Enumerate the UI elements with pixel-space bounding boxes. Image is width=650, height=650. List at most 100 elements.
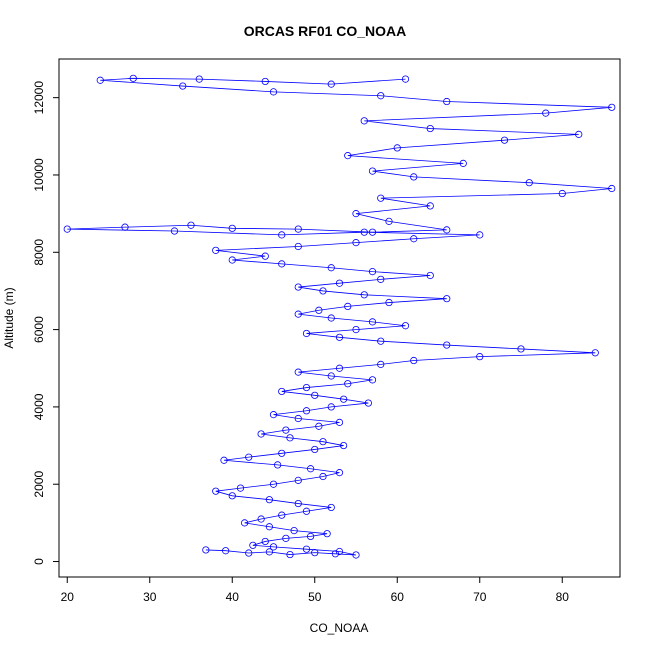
data-point <box>368 167 377 175</box>
data-point <box>352 210 360 218</box>
data-point <box>265 496 273 504</box>
data-point <box>257 515 265 523</box>
data-point <box>558 189 566 198</box>
x-tick-label: 50 <box>308 590 322 604</box>
data-point <box>327 372 335 380</box>
data-point <box>261 77 269 86</box>
data-point <box>245 453 253 461</box>
data-point <box>278 511 286 519</box>
data-point <box>274 461 282 469</box>
data-point <box>228 256 236 264</box>
data-point <box>368 228 377 236</box>
data-point <box>335 418 344 426</box>
chart-title: ORCAS RF01 CO_NOAA <box>244 23 407 39</box>
data-point <box>315 306 323 314</box>
data-point <box>282 426 290 434</box>
data-point <box>517 345 525 353</box>
data-point <box>368 318 377 326</box>
plot-frame <box>58 58 621 578</box>
data-point <box>327 264 335 272</box>
data-point <box>340 441 348 450</box>
data-point <box>327 503 335 512</box>
data-point <box>96 76 104 84</box>
data-point <box>294 225 302 233</box>
data-point <box>294 283 302 291</box>
data-point <box>542 109 550 117</box>
y-tick-label: 8000 <box>32 239 46 266</box>
data-point <box>129 74 137 82</box>
data-point <box>269 543 278 551</box>
data-point <box>443 226 451 234</box>
data-point <box>385 217 393 225</box>
data-point <box>443 97 451 106</box>
data-point <box>352 551 360 559</box>
data-point <box>315 422 323 430</box>
x-tick-label: 30 <box>143 590 157 604</box>
data-point <box>344 302 352 311</box>
data-point <box>302 407 311 415</box>
data-point <box>265 548 273 556</box>
data-point <box>269 411 278 419</box>
data-point <box>377 194 385 202</box>
y-tick-label: 0 <box>32 558 46 565</box>
data-point <box>249 541 257 549</box>
data-point <box>179 82 187 90</box>
data-point <box>311 391 319 399</box>
data-point <box>385 298 393 307</box>
data-point <box>228 224 236 232</box>
data-point <box>476 353 484 361</box>
data-point <box>307 532 315 541</box>
data-point <box>443 341 451 349</box>
data-point <box>426 124 434 133</box>
y-axis-label: Altitude (m) <box>2 287 16 348</box>
data-point <box>401 322 410 330</box>
data-point <box>364 399 372 407</box>
data-point <box>212 487 220 495</box>
data-point <box>294 499 302 508</box>
data-point <box>335 333 344 341</box>
data-point <box>319 472 327 481</box>
data-point <box>575 130 583 138</box>
data-point <box>525 179 533 187</box>
y-tick-label: 12000 <box>32 81 46 115</box>
data-point <box>257 430 265 438</box>
data-point <box>294 368 302 376</box>
data-point <box>220 456 228 464</box>
data-point <box>278 449 286 457</box>
data-point <box>265 523 273 531</box>
data-point <box>443 295 451 303</box>
data-point <box>269 88 278 96</box>
x-axis: 20 30 40 50 60 70 80 <box>61 577 570 604</box>
data-point <box>278 231 286 239</box>
data-point <box>311 549 319 557</box>
x-tick-label: 80 <box>556 590 570 604</box>
data-point <box>327 80 335 88</box>
data-point <box>360 117 368 125</box>
data-point <box>311 445 319 454</box>
data-point <box>261 252 269 260</box>
data-point <box>302 383 311 392</box>
data-point <box>476 231 484 239</box>
data-point <box>202 546 210 554</box>
data-point <box>294 476 302 484</box>
data-point <box>344 152 352 160</box>
data-point <box>335 364 344 372</box>
y-tick-label: 4000 <box>32 393 46 420</box>
data-point <box>410 356 418 365</box>
data-point <box>327 314 335 322</box>
data-series <box>63 74 616 559</box>
data-point <box>278 387 286 396</box>
data-point <box>426 271 434 280</box>
data-point <box>335 279 344 287</box>
data-point <box>335 469 344 477</box>
data-point <box>170 227 179 235</box>
data-point <box>608 103 616 111</box>
data-point <box>294 310 302 318</box>
data-point <box>290 527 298 535</box>
data-point <box>591 349 599 357</box>
series-line <box>67 77 612 556</box>
data-point <box>195 75 203 83</box>
data-point <box>500 136 509 144</box>
data-point <box>344 380 352 388</box>
data-point <box>228 492 236 500</box>
